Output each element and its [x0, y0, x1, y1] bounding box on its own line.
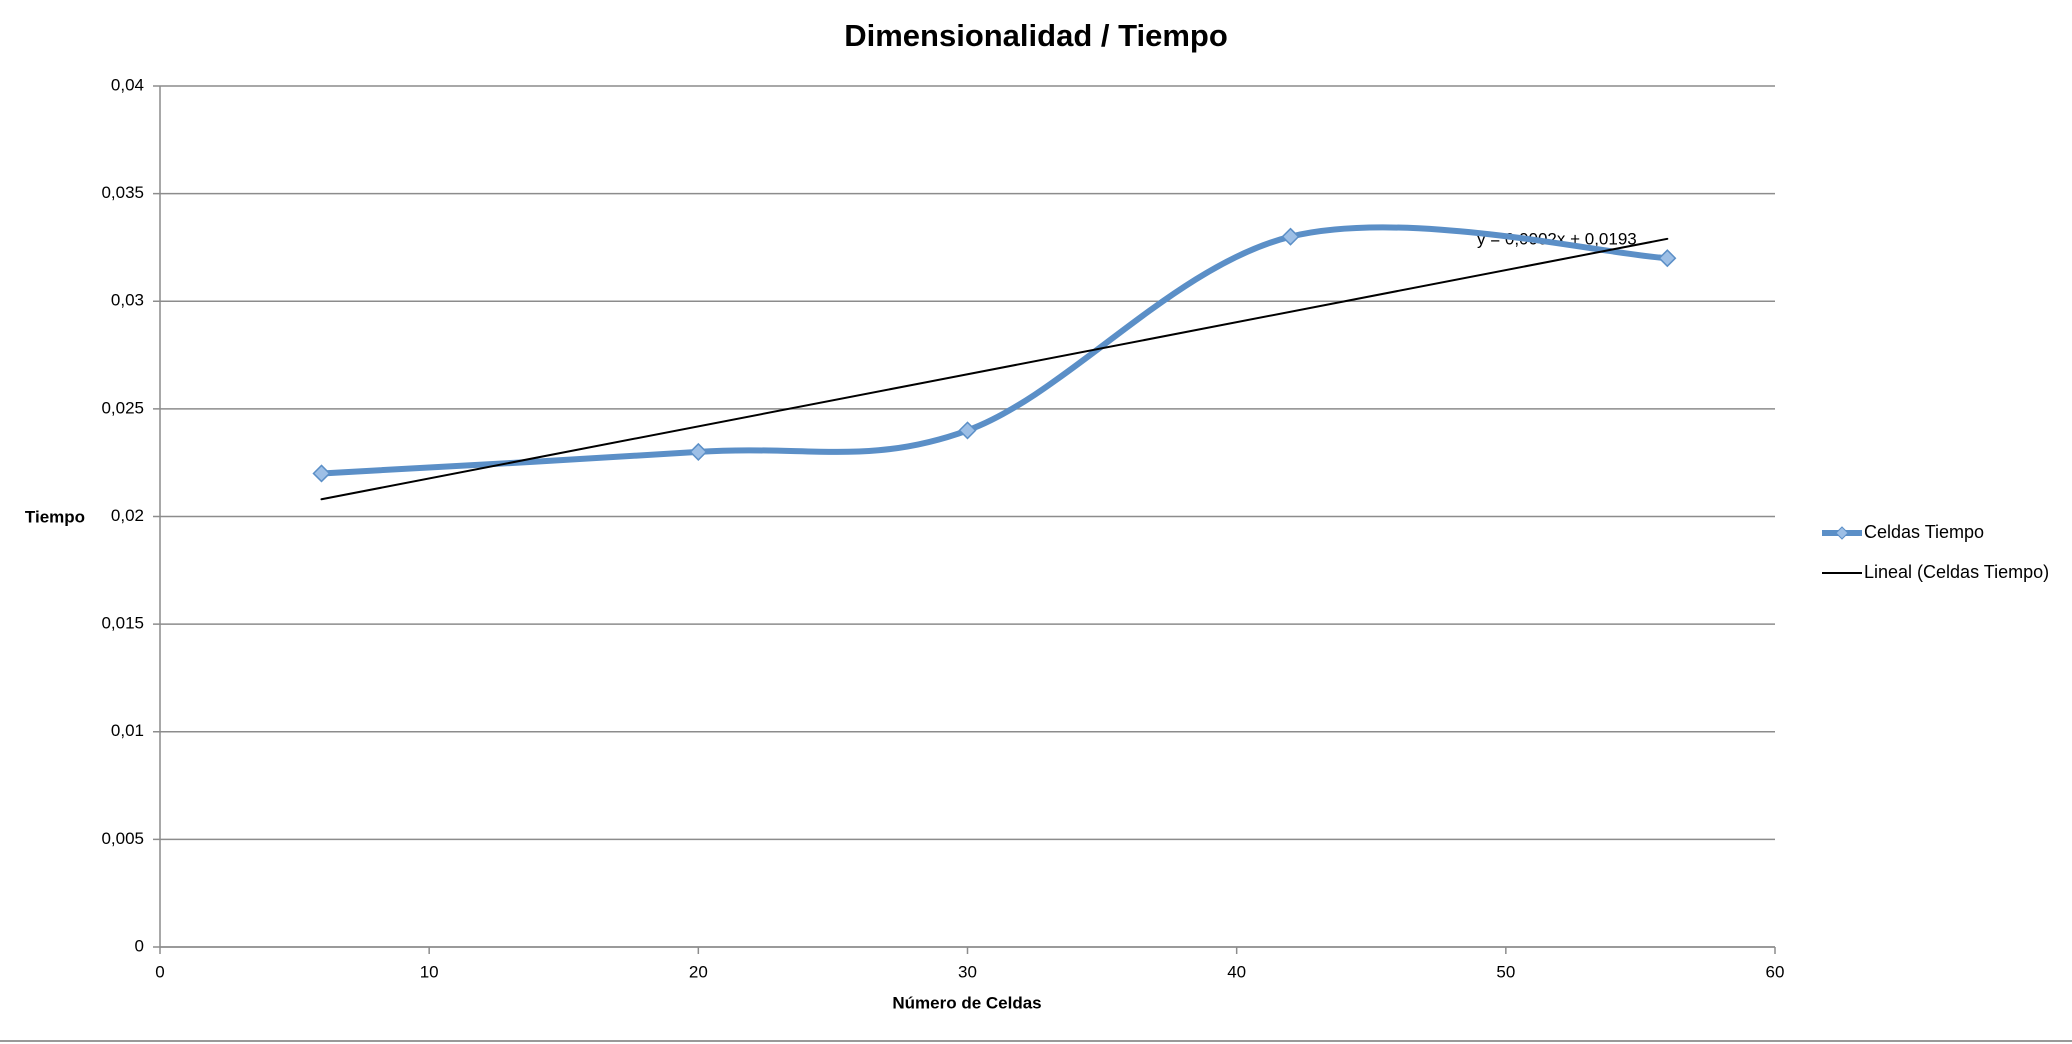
trendline-equation: y = 0,0002x + 0,0193: [1477, 229, 1637, 248]
x-tick-label: 60: [1766, 962, 1785, 981]
y-axis-label: Tiempo: [25, 507, 85, 526]
y-tick-label: 0,04: [111, 75, 144, 94]
y-tick-label: 0,035: [101, 183, 144, 202]
x-tick-label: 40: [1227, 962, 1246, 981]
series-line: [318, 224, 1671, 477]
legend-marker: [1835, 526, 1849, 540]
x-tick-label: 30: [958, 962, 977, 981]
marker: [1281, 227, 1300, 246]
y-tick-label: 0,01: [111, 721, 144, 740]
legend-label: Lineal (Celdas Tiempo): [1864, 562, 2049, 582]
y-tick-label: 0,015: [101, 614, 144, 633]
y-tick-label: 0,025: [101, 398, 144, 417]
marker: [312, 464, 331, 483]
marker: [689, 442, 708, 461]
x-axis-label: Número de Celdas: [892, 993, 1041, 1012]
marker: [1658, 249, 1677, 268]
y-tick-label: 0,005: [101, 829, 144, 848]
legend-label: Celdas Tiempo: [1864, 522, 1984, 542]
x-tick-label: 50: [1496, 962, 1515, 981]
x-tick-label: 0: [155, 962, 164, 981]
y-tick-label: 0,03: [111, 291, 144, 310]
y-tick-label: 0,02: [111, 506, 144, 525]
marker: [958, 421, 977, 440]
x-tick-label: 20: [689, 962, 708, 981]
y-tick-label: 0: [135, 936, 144, 955]
x-tick-label: 10: [420, 962, 439, 981]
trend-line: [320, 237, 1669, 501]
chart-title: Dimensionalidad / Tiempo: [844, 18, 1228, 53]
